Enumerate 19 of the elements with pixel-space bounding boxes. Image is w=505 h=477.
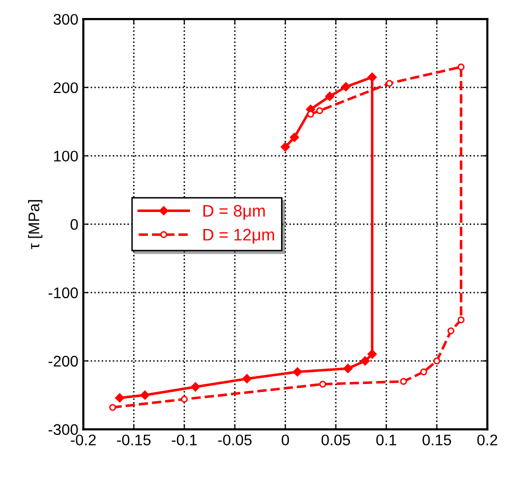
x-tick-label: -0.1 [172,434,197,446]
y-tick-label: 100 [54,150,78,162]
legend-label: D = 8μm [203,204,265,220]
x-tick-label: 0.05 [322,434,350,446]
x-tick-label: 0 [282,434,289,446]
y-tick-label: 0 [70,219,78,230]
y-tick-label: -100 [48,287,78,298]
x-tick-label: -0.05 [218,434,252,446]
x-tick-label: -0.15 [117,434,151,446]
y-tick-label: 300 [54,14,78,25]
x-tick-label: -0.2 [70,434,96,446]
y-tick-label: 200 [54,82,78,94]
x-tick-label: 0.2 [477,434,498,446]
y-axis-title: τ [MPa] [28,200,42,250]
y-tick-label: -300 [48,424,78,435]
legend-label: D = 12μm [203,228,274,244]
x-tick-label: 0.15 [422,434,452,446]
y-tick-label: -200 [48,356,78,367]
x-tick-label: 0.1 [376,434,396,446]
